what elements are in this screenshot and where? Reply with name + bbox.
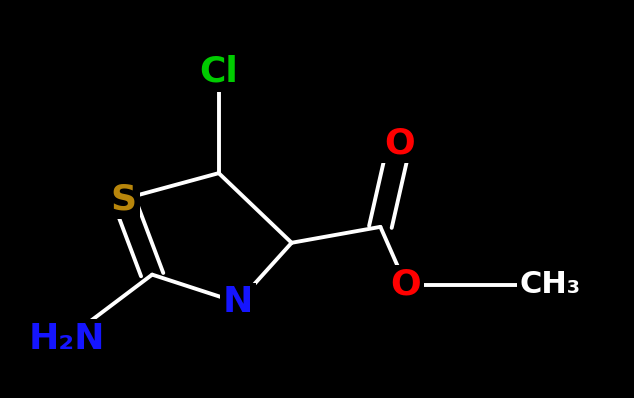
Text: CH₃: CH₃ <box>520 270 581 299</box>
Text: S: S <box>110 182 137 216</box>
Text: H₂N: H₂N <box>29 322 105 356</box>
Text: N: N <box>223 285 253 320</box>
Text: O: O <box>391 267 421 302</box>
Text: Cl: Cl <box>199 55 238 89</box>
Text: O: O <box>384 126 415 160</box>
